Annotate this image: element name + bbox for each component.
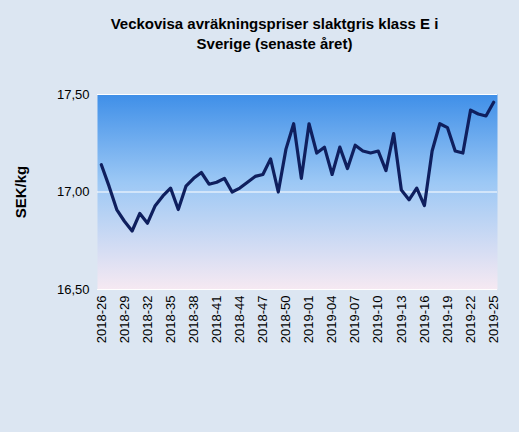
svg-text:2018-38: 2018-38 xyxy=(186,296,201,344)
svg-text:2019-10: 2019-10 xyxy=(370,296,385,344)
html-text:Veckovisa avräkningspriser sla: Veckovisa avräkningspriser slaktgris kla… xyxy=(110,15,439,52)
svg-text:2018-41: 2018-41 xyxy=(209,296,224,344)
svg-text:2019-13: 2019-13 xyxy=(394,296,409,344)
svg-text:2018-44: 2018-44 xyxy=(232,296,247,344)
svg-text:2018-29: 2018-29 xyxy=(117,296,132,344)
svg-text:2019-19: 2019-19 xyxy=(440,296,455,344)
svg-text:2018-32: 2018-32 xyxy=(140,296,155,344)
svg-text:2018-35: 2018-35 xyxy=(163,296,178,344)
svg-text:16,50: 16,50 xyxy=(57,282,90,297)
svg-text:17,00: 17,00 xyxy=(57,184,90,199)
svg-text:2018-26: 2018-26 xyxy=(94,296,109,344)
svg-text:2018-47: 2018-47 xyxy=(255,296,270,344)
svg-text:2019-22: 2019-22 xyxy=(463,296,478,344)
svg-text:2019-01: 2019-01 xyxy=(301,296,316,344)
svg-text:SEK/kg: SEK/kg xyxy=(12,166,29,219)
svg-text:17,50: 17,50 xyxy=(57,87,90,102)
svg-text:2019-16: 2019-16 xyxy=(417,296,432,344)
svg-text:2019-07: 2019-07 xyxy=(347,296,362,344)
svg-text:2019-25: 2019-25 xyxy=(486,296,501,344)
svg-text:2019-04: 2019-04 xyxy=(324,296,339,344)
svg-text:2018-50: 2018-50 xyxy=(278,296,293,344)
